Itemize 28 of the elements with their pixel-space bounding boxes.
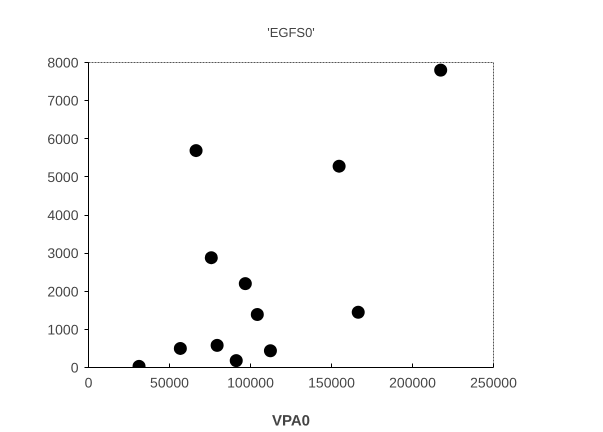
- point: [264, 344, 277, 358]
- point: [174, 342, 187, 355]
- y-tick-label: 2000: [47, 283, 79, 300]
- chart-title: 'EGFS0': [267, 25, 315, 40]
- y-tick-label: 0: [70, 360, 79, 376]
- y-tick-label: 6000: [47, 130, 79, 147]
- point: [204, 251, 218, 264]
- point: [250, 308, 264, 321]
- y-tick-label: 3000: [47, 245, 79, 262]
- x-tick-label: 200000: [389, 374, 436, 390]
- y-tick-label: 7000: [47, 92, 79, 109]
- x-tick-label: 100000: [227, 374, 274, 390]
- point: [238, 277, 252, 290]
- y-tick-label: 8000: [47, 54, 79, 70]
- point: [210, 338, 224, 352]
- y-tick-label: 1000: [47, 321, 79, 338]
- y-tick-label: 5000: [47, 168, 79, 185]
- point: [190, 144, 203, 158]
- point: [332, 160, 346, 173]
- point: [230, 354, 243, 368]
- point: [352, 306, 365, 319]
- point: [434, 64, 448, 77]
- x-tick-label: 0: [84, 374, 93, 390]
- x-tick-label: 50000: [150, 374, 190, 390]
- x-tick-label: 150000: [308, 374, 356, 390]
- x-tick-label: 250000: [470, 374, 518, 390]
- y-tick-label: 4000: [47, 207, 79, 223]
- x-axis-title: VPA0: [272, 412, 310, 430]
